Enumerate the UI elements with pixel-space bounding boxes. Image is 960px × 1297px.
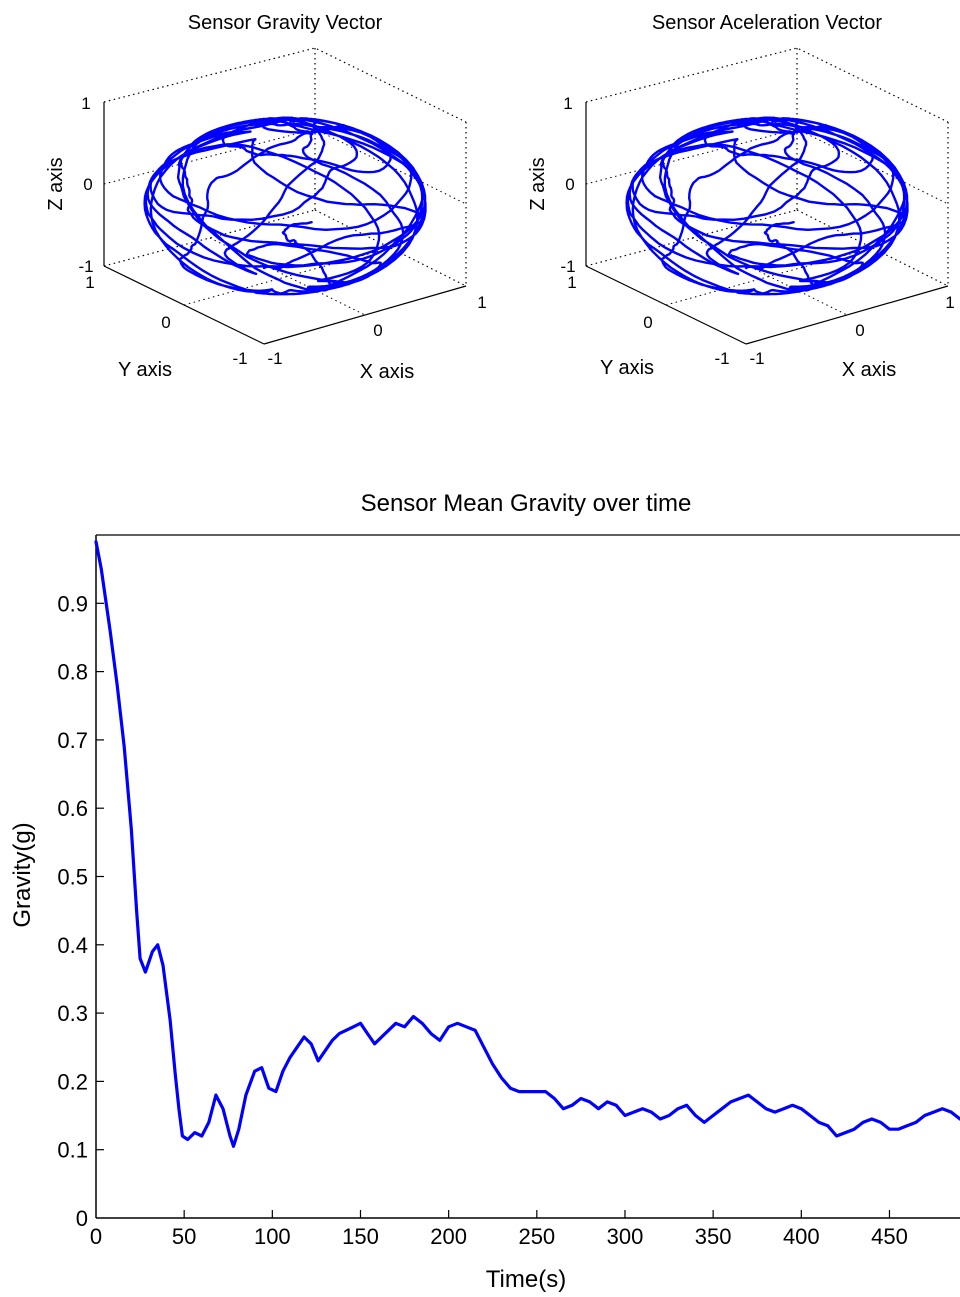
axes-box [103, 47, 467, 345]
y-tick-label: 0.8 [57, 660, 88, 685]
mean-gravity-line-chart: Sensor Mean Gravity over time 0 0.1 0.2 0.3… [9, 490, 960, 1293]
floor-back-right [314, 209, 467, 287]
x-tick-label: 450 [871, 1224, 908, 1249]
back-wall-top [103, 47, 467, 123]
x-tick-label: 100 [254, 1224, 291, 1249]
chart-title: Sensor Mean Gravity over time [361, 490, 692, 517]
series-line [94, 540, 960, 1148]
x-axis-label: X axis [360, 361, 414, 383]
plot-title: Sensor Aceleration Vector [652, 12, 882, 34]
mid-floor-a [183, 247, 391, 306]
back-wall-top [585, 47, 949, 123]
x-tick-label: -1 [267, 349, 282, 368]
x-tick-label: 1 [477, 293, 486, 312]
y-tick-label: 0.5 [57, 865, 88, 890]
x-tick-label: -1 [749, 349, 764, 368]
y-tick-label: 0.1 [57, 1138, 88, 1163]
y-tick-label: 1 [85, 273, 94, 292]
plot-title: Sensor Gravity Vector [188, 12, 383, 34]
y-tick-label: 0 [161, 313, 170, 332]
trajectory-path [625, 116, 909, 296]
x-axis-line [263, 285, 467, 345]
x-axis-label: Time(s) [486, 1266, 566, 1293]
z-axis-label: Z axis [45, 157, 67, 210]
acceleration-vector-3d-plot: Sensor Aceleration Vector 1 0 -1 1 0 -1 … [527, 12, 955, 381]
y-ticks: 0 0.1 0.2 0.3 0.4 0.5 0.6 0.7 0.8 0.9 [57, 591, 104, 1231]
x-tick-label: 400 [783, 1224, 820, 1249]
y-tick-label: 0.3 [57, 1001, 88, 1026]
mid-floor-a [665, 247, 873, 306]
axes-box [585, 47, 949, 345]
y-tick-label: 1 [567, 273, 576, 292]
axes-frame [95, 534, 960, 1219]
y-tick-label: -1 [232, 349, 247, 368]
floor-back-left [585, 209, 798, 267]
z-tick-label: 0 [83, 175, 92, 194]
x-tick-label: 50 [172, 1224, 196, 1249]
y-axis-label: Gravity(g) [9, 822, 36, 927]
y-axis-label: Y axis [600, 357, 654, 379]
mid-z-right [314, 128, 467, 205]
mid-z-left [103, 128, 316, 185]
mid-z-right [796, 128, 949, 205]
x-ticks: 0 50 100 150 200 250 300 350 400 450 [90, 1210, 908, 1249]
y-tick-label: 0.7 [57, 728, 88, 753]
mid-z-left [585, 128, 798, 185]
y-tick-label: 0.4 [57, 933, 88, 958]
gravity-vector-3d-plot: Sensor Gravity Vector 1 0 -1 1 0 -1 -1 [45, 12, 487, 383]
x-tick-label: 250 [518, 1224, 555, 1249]
x-tick-label: 0 [373, 321, 382, 340]
trajectory [625, 116, 909, 296]
x-tick-label: 300 [607, 1224, 644, 1249]
y-tick-label: 0.6 [57, 796, 88, 821]
x-axis-label: X axis [842, 359, 896, 381]
y-tick-label: -1 [714, 349, 729, 368]
trajectory-path [143, 116, 427, 296]
x-tick-label: 350 [695, 1224, 732, 1249]
y-axis-label: Y axis [118, 359, 172, 381]
z-axis-label: Z axis [527, 157, 549, 210]
tick-labels: 1 0 -1 1 0 -1 -1 0 1 [78, 94, 486, 368]
y-tick-label: 0 [643, 313, 652, 332]
plot-area [96, 535, 960, 1218]
y-tick-label: 0.9 [57, 591, 88, 616]
floor-back-left [103, 209, 316, 267]
x-tick-label: 200 [430, 1224, 467, 1249]
x-tick-label: 1 [945, 293, 954, 312]
x-tick-label: 0 [855, 321, 864, 340]
y-tick-label: 0 [76, 1206, 88, 1231]
z-tick-label: -1 [78, 257, 93, 276]
tick-labels: 1 0 -1 1 0 -1 -1 0 1 [560, 94, 954, 368]
trajectory [143, 116, 427, 296]
z-tick-label: 1 [81, 94, 90, 113]
x-tick-label: 0 [90, 1224, 102, 1249]
z-tick-label: 0 [565, 175, 574, 194]
z-tick-label: -1 [560, 257, 575, 276]
z-tick-label: 1 [563, 94, 572, 113]
x-tick-label: 150 [342, 1224, 379, 1249]
floor-back-right [796, 209, 949, 287]
y-tick-label: 0.2 [57, 1069, 88, 1094]
x-axis-line [745, 285, 949, 345]
